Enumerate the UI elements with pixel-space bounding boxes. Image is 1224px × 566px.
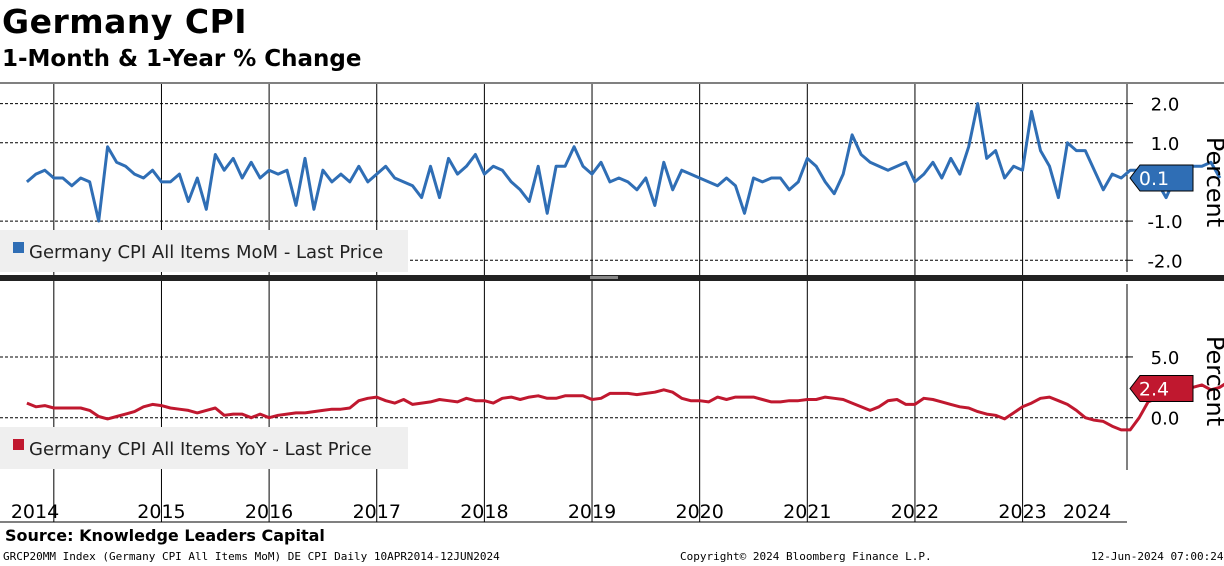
legend-yoy: Germany CPI All Items YoY - Last Price <box>0 427 408 469</box>
last-value-tag-mom: 0.1 <box>1129 164 1194 192</box>
x-tick-label: 2018 <box>460 501 508 523</box>
y-tick-label: 1.0 <box>1151 134 1180 155</box>
last-value-label: 2.4 <box>1139 379 1169 401</box>
y-tick-label: 0.0 <box>1151 409 1180 430</box>
x-tick-label: 2016 <box>245 501 293 523</box>
legend-background <box>0 427 408 469</box>
x-tick-label: 2015 <box>137 501 185 523</box>
x-tick-label: 2023 <box>998 501 1046 523</box>
legend-label: Germany CPI All Items MoM - Last Price <box>29 242 383 263</box>
last-value-tag-yoy: 2.4 <box>1129 375 1194 403</box>
y-tick-label: -1.0 <box>1147 212 1182 233</box>
x-tick-label: 2024 <box>1063 501 1111 523</box>
y-axis-label: Percent <box>1201 336 1224 426</box>
footer-timestamp: 12-Jun-2024 07:00:24 <box>1091 550 1224 563</box>
chart-title: Germany CPI <box>2 2 248 41</box>
x-tick-label: 2014 <box>11 501 59 523</box>
x-tick-label: 2022 <box>891 501 939 523</box>
series-line-mom <box>25 102 1222 223</box>
legend-swatch <box>13 439 24 450</box>
x-tick-label: 2021 <box>783 501 831 523</box>
panel-divider-handle <box>590 276 618 279</box>
x-tick-label: 2020 <box>675 501 723 523</box>
footer-copyright: Copyright© 2024 Bloomberg Finance L.P. <box>680 550 932 563</box>
source-note: Source: Knowledge Leaders Capital <box>5 526 325 545</box>
x-tick-label: 2017 <box>353 501 401 523</box>
legend-background <box>0 230 408 272</box>
y-tick-label: 5.0 <box>1151 348 1180 369</box>
last-value-tag-bg <box>1129 375 1194 403</box>
y-tick-label: 2.0 <box>1151 95 1180 116</box>
last-value-tag-bg <box>1129 164 1194 192</box>
y-axis-label: Percent <box>1201 137 1224 227</box>
legend-mom: Germany CPI All Items MoM - Last Price <box>0 230 408 272</box>
y-tick-label: -2.0 <box>1147 251 1182 272</box>
footer-ticker: GRCP20MM Index (Germany CPI All Items Mo… <box>3 550 500 563</box>
last-value-label: 0.1 <box>1139 168 1169 190</box>
legend-swatch <box>13 242 24 253</box>
series-line-yoy <box>26 382 1224 432</box>
x-tick-label: 2019 <box>568 501 616 523</box>
chart-subtitle: 1-Month & 1-Year % Change <box>2 46 362 72</box>
legend-label: Germany CPI All Items YoY - Last Price <box>29 439 372 460</box>
